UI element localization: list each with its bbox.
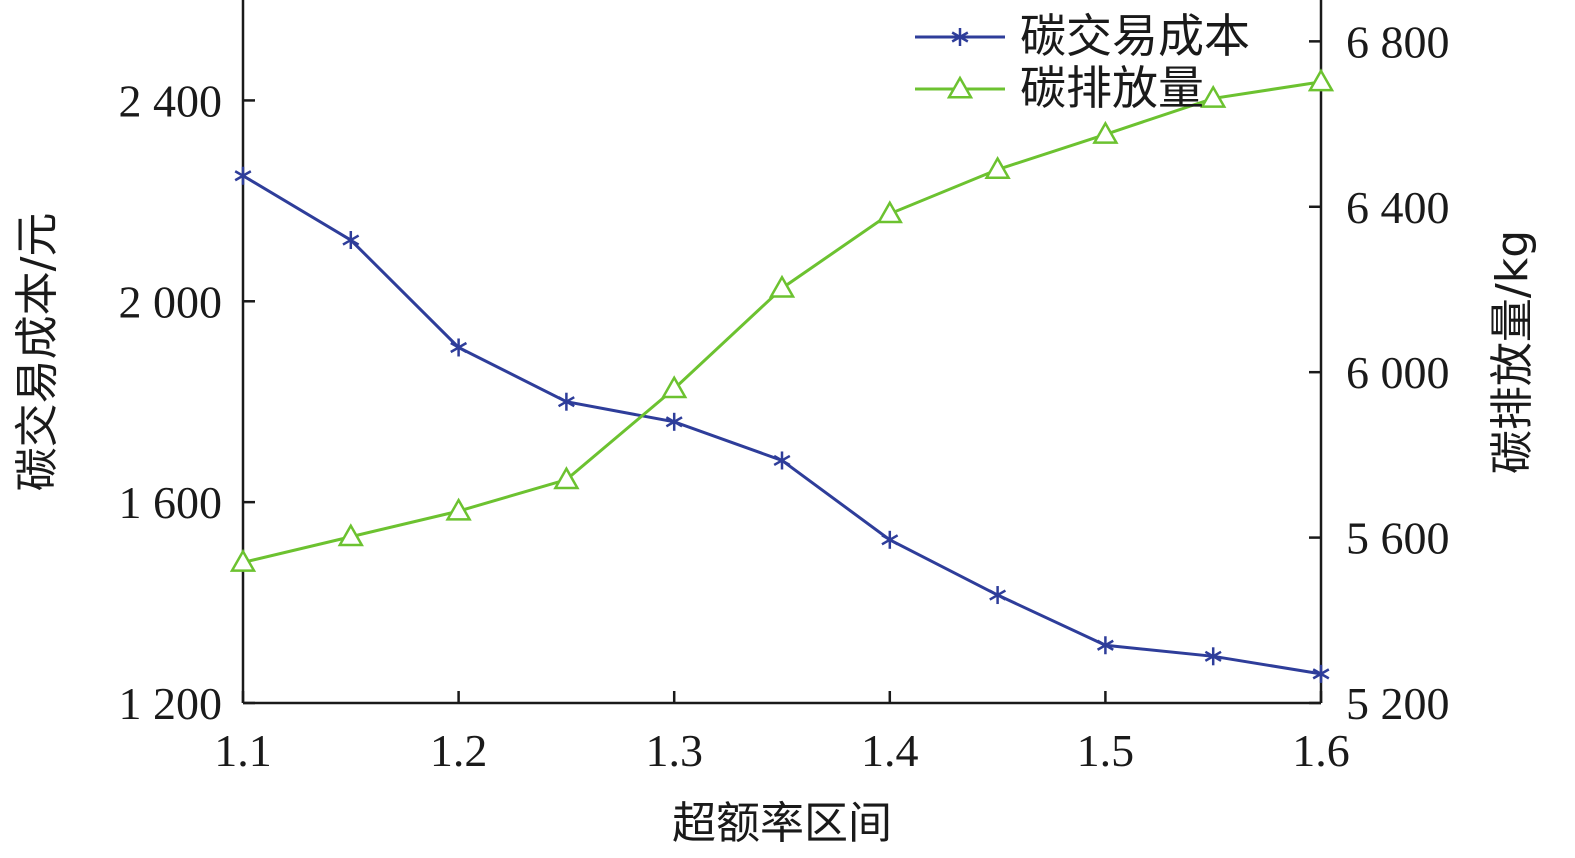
series-line-carbon-cost — [242, 174, 1322, 676]
marker-shape — [661, 375, 688, 399]
left-tick-label: 1 600 — [119, 477, 223, 528]
data-point-carbon-emission — [1092, 120, 1119, 144]
data-point-carbon-emission — [1307, 68, 1335, 92]
marker-shape — [337, 523, 364, 547]
left-axis-ticks: 1 200 1 600 2 000 2 400 — [119, 75, 255, 729]
marker-stroke — [557, 396, 575, 408]
data-point-carbon-emission — [553, 466, 580, 490]
x-axis-title: 超额率区间 — [672, 798, 892, 849]
data-point-carbon-cost — [1204, 647, 1222, 666]
x-tick-label: 1.6 — [1292, 725, 1350, 776]
data-point-carbon-cost — [557, 392, 575, 411]
x-tick-label: 1.2 — [430, 725, 488, 776]
data-point-carbon-cost — [773, 451, 791, 470]
marker-stroke — [1204, 650, 1222, 662]
legend-entry-carbon-emission: 碳排放量 — [915, 61, 1204, 115]
legend-entry-carbon-cost: 碳交易成本 — [915, 9, 1250, 63]
marker-shape — [553, 466, 580, 490]
right-tick-label: 6 000 — [1346, 347, 1450, 398]
marker-stroke — [665, 416, 683, 428]
data-point-carbon-cost — [450, 338, 468, 357]
marker-stroke — [450, 341, 468, 354]
marker-stroke — [773, 454, 791, 467]
legend-marker-carbon-emission — [946, 75, 974, 99]
marker-stroke — [1096, 639, 1114, 651]
data-point-carbon-emission — [1200, 84, 1227, 108]
legend-label-carbon-emission: 碳排放量 — [1020, 61, 1204, 115]
series-line-carbon-emission — [242, 80, 1322, 564]
marker-stroke — [951, 31, 969, 43]
right-tick-label: 6 400 — [1346, 182, 1450, 233]
left-axis-title: 碳交易成本/元 — [12, 213, 63, 492]
right-tick-label: 6 800 — [1346, 16, 1450, 67]
data-point-carbon-cost — [1096, 636, 1114, 655]
marker-shape — [946, 75, 974, 99]
marker-shape — [229, 548, 257, 572]
legend: 碳交易成本 碳排放量 — [915, 9, 1250, 115]
data-point-carbon-emission — [445, 497, 472, 521]
data-point-carbon-cost — [1312, 664, 1330, 683]
marker-shape — [876, 200, 903, 224]
data-point-carbon-emission — [337, 523, 364, 547]
data-point-carbon-cost — [665, 412, 683, 431]
marker-shape — [445, 497, 472, 521]
data-point-carbon-cost — [989, 586, 1007, 605]
data-point-carbon-emission — [768, 274, 796, 298]
data-point-carbon-emission — [984, 156, 1011, 180]
legend-marker-shape — [951, 28, 969, 46]
right-tick-label: 5 200 — [1346, 678, 1450, 729]
legend-label-carbon-cost: 碳交易成本 — [1020, 9, 1250, 63]
data-point-carbon-cost — [881, 530, 899, 549]
data-point-carbon-emission — [229, 548, 257, 572]
data-point-carbon-emission — [876, 200, 903, 224]
marker-shape — [1307, 68, 1335, 92]
marker-stroke — [234, 170, 252, 182]
marker-shape — [1092, 120, 1119, 144]
marker-stroke — [989, 589, 1007, 601]
x-tick-label: 1.3 — [645, 725, 703, 776]
marker-stroke — [1312, 668, 1330, 680]
x-axis-ticks: 1.1 1.2 1.3 1.4 1.5 1.6 — [214, 691, 1350, 776]
right-axis-title: 碳排放量/kg — [1487, 230, 1538, 474]
plot-frame — [241, 0, 1323, 705]
marker-shape — [768, 274, 796, 298]
x-tick-label: 1.5 — [1077, 725, 1135, 776]
data-point-carbon-cost — [234, 166, 252, 185]
marker-shape — [984, 156, 1011, 180]
series-layer — [229, 68, 1335, 683]
legend-marker-shape — [946, 75, 974, 99]
data-point-carbon-emission — [661, 375, 688, 399]
right-axis-ticks: 5 200 5 600 6 000 6 400 6 800 — [1309, 16, 1450, 729]
x-tick-label: 1.4 — [861, 725, 919, 776]
marker-shape — [1200, 84, 1227, 108]
legend-marker-carbon-cost — [951, 28, 969, 46]
left-tick-label: 2 400 — [119, 75, 223, 126]
data-point-carbon-cost — [342, 231, 360, 250]
right-tick-label: 5 600 — [1346, 513, 1450, 564]
x-tick-label: 1.1 — [214, 725, 272, 776]
marker-stroke — [881, 534, 899, 546]
marker-stroke — [342, 234, 360, 246]
left-tick-label: 2 000 — [119, 276, 223, 327]
left-tick-label: 1 200 — [119, 678, 223, 729]
